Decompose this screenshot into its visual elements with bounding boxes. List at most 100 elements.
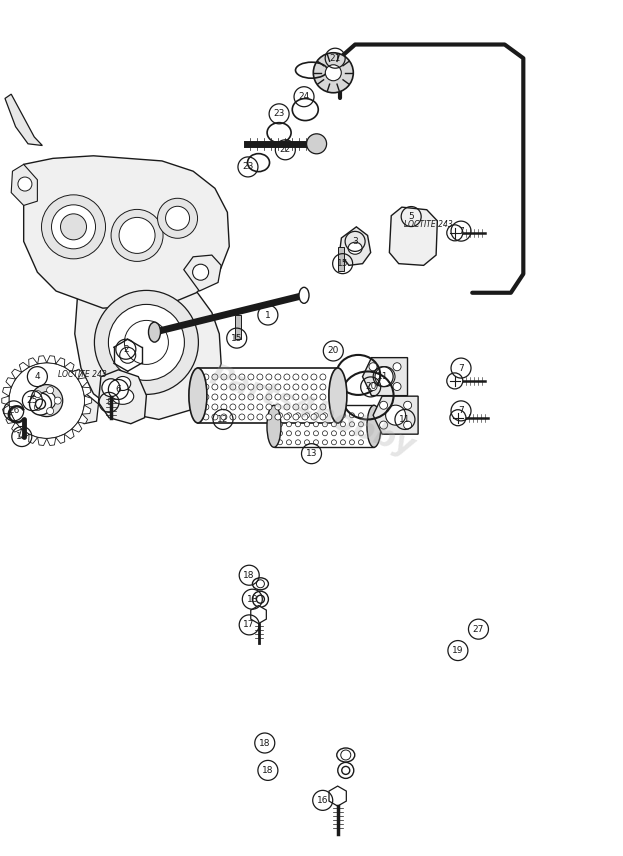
Circle shape xyxy=(369,383,377,390)
Circle shape xyxy=(379,421,388,429)
Circle shape xyxy=(305,422,310,427)
Circle shape xyxy=(158,199,197,238)
Circle shape xyxy=(257,404,263,410)
Polygon shape xyxy=(6,414,16,424)
Circle shape xyxy=(54,397,61,404)
Text: 16: 16 xyxy=(317,796,328,805)
Polygon shape xyxy=(389,207,437,265)
Text: 1: 1 xyxy=(265,311,271,319)
Polygon shape xyxy=(12,369,22,379)
Circle shape xyxy=(295,422,300,427)
Circle shape xyxy=(203,384,209,390)
Polygon shape xyxy=(2,396,9,405)
Polygon shape xyxy=(373,396,418,434)
Polygon shape xyxy=(64,429,74,439)
Circle shape xyxy=(331,440,336,445)
Circle shape xyxy=(340,431,346,436)
Circle shape xyxy=(36,399,45,409)
Text: 20: 20 xyxy=(365,383,376,391)
Circle shape xyxy=(311,414,317,420)
Circle shape xyxy=(447,225,463,241)
Circle shape xyxy=(266,394,272,400)
Circle shape xyxy=(248,404,254,410)
Circle shape xyxy=(287,431,292,436)
Circle shape xyxy=(47,407,54,414)
Circle shape xyxy=(320,394,326,400)
Circle shape xyxy=(323,422,328,427)
Text: 18: 18 xyxy=(247,595,258,603)
Circle shape xyxy=(447,373,463,389)
Circle shape xyxy=(275,374,281,380)
Circle shape xyxy=(350,440,354,445)
Circle shape xyxy=(379,401,388,409)
Polygon shape xyxy=(47,356,56,364)
Circle shape xyxy=(293,394,299,400)
Circle shape xyxy=(311,374,317,380)
Circle shape xyxy=(239,374,245,380)
Polygon shape xyxy=(340,227,371,265)
Circle shape xyxy=(323,431,328,436)
Circle shape xyxy=(60,214,87,240)
Text: 22: 22 xyxy=(280,146,291,154)
Circle shape xyxy=(266,404,272,410)
Circle shape xyxy=(111,210,163,261)
Circle shape xyxy=(42,195,105,259)
Ellipse shape xyxy=(348,242,362,254)
Text: 11: 11 xyxy=(378,372,389,381)
Circle shape xyxy=(248,414,254,420)
Circle shape xyxy=(102,378,120,397)
Polygon shape xyxy=(98,370,146,424)
Circle shape xyxy=(338,763,354,778)
Circle shape xyxy=(18,177,32,191)
Circle shape xyxy=(266,414,272,420)
Circle shape xyxy=(358,422,363,427)
Circle shape xyxy=(275,414,281,420)
Circle shape xyxy=(239,404,245,410)
Circle shape xyxy=(320,414,326,420)
Text: 12: 12 xyxy=(217,415,229,424)
Polygon shape xyxy=(329,786,346,806)
Circle shape xyxy=(257,580,264,588)
Circle shape xyxy=(47,387,54,394)
Ellipse shape xyxy=(367,405,381,448)
Circle shape xyxy=(305,431,310,436)
Polygon shape xyxy=(29,434,37,443)
Text: 6: 6 xyxy=(115,385,121,394)
Text: 27: 27 xyxy=(473,625,484,633)
Circle shape xyxy=(221,404,227,410)
Polygon shape xyxy=(72,422,82,432)
Circle shape xyxy=(275,384,281,390)
Circle shape xyxy=(302,404,308,410)
Circle shape xyxy=(350,422,354,427)
Polygon shape xyxy=(82,387,91,396)
Circle shape xyxy=(230,394,236,400)
Circle shape xyxy=(313,413,318,418)
Text: 5: 5 xyxy=(408,212,414,221)
Circle shape xyxy=(293,404,299,410)
Polygon shape xyxy=(29,358,37,367)
Circle shape xyxy=(257,374,263,380)
Circle shape xyxy=(248,384,254,390)
Ellipse shape xyxy=(112,389,134,404)
Text: 23: 23 xyxy=(273,110,285,118)
Polygon shape xyxy=(5,94,42,146)
Text: 8: 8 xyxy=(106,398,112,407)
Text: 18: 18 xyxy=(244,571,255,580)
Polygon shape xyxy=(47,437,56,445)
Circle shape xyxy=(277,440,282,445)
Circle shape xyxy=(212,394,218,400)
Circle shape xyxy=(358,413,363,418)
Circle shape xyxy=(284,394,290,400)
Circle shape xyxy=(277,413,282,418)
Circle shape xyxy=(203,404,209,410)
Circle shape xyxy=(287,413,292,418)
Circle shape xyxy=(230,414,236,420)
Circle shape xyxy=(450,410,466,425)
Circle shape xyxy=(31,384,63,417)
Circle shape xyxy=(266,384,272,390)
Circle shape xyxy=(221,374,227,380)
Circle shape xyxy=(302,394,308,400)
Bar xyxy=(274,405,374,448)
Circle shape xyxy=(212,414,218,420)
Circle shape xyxy=(52,205,95,249)
